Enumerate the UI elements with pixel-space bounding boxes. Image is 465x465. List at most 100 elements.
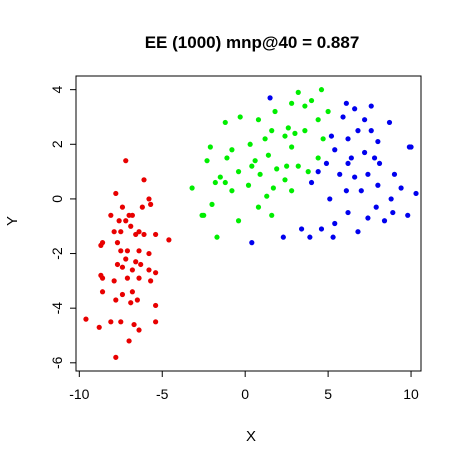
scatter-point-series-1 bbox=[138, 261, 144, 268]
scatter-point-series-2 bbox=[305, 169, 311, 175]
scatter-point-series-2 bbox=[247, 141, 253, 147]
scatter-point-series-1 bbox=[113, 354, 119, 360]
scatter-point-series-3 bbox=[332, 220, 338, 227]
scatter-point-series-1 bbox=[116, 218, 122, 224]
x-tick-label: -10 bbox=[69, 386, 89, 402]
scatter-point-series-3 bbox=[362, 117, 368, 123]
scatter-point-series-3 bbox=[348, 155, 354, 161]
y-axis-ticks: -6 -4 -2 0 2 4 bbox=[49, 86, 76, 369]
scatter-point-series-1 bbox=[118, 319, 124, 325]
scatter-point-series-1 bbox=[153, 302, 159, 309]
scatter-point-series-2 bbox=[284, 163, 290, 169]
scatter-point-series-1 bbox=[128, 300, 134, 306]
scatter-point-series-1 bbox=[133, 231, 139, 238]
x-axis-label: X bbox=[246, 428, 256, 445]
scatter-point-series-3 bbox=[413, 190, 419, 197]
x-tick-label: 0 bbox=[241, 386, 249, 402]
scatter-point-series-1 bbox=[96, 324, 102, 330]
scatter-point-series-1 bbox=[83, 316, 89, 322]
scatter-point-series-2 bbox=[222, 179, 228, 186]
y-tick-label: -4 bbox=[49, 302, 65, 315]
scatter-point-series-3 bbox=[406, 144, 412, 150]
scatter-point-series-2 bbox=[214, 234, 220, 240]
scatter-point-series-2 bbox=[229, 188, 235, 194]
scatter-point-series-1 bbox=[123, 158, 129, 164]
scatter-point-series-1 bbox=[146, 267, 152, 273]
scatter-point-series-2 bbox=[252, 158, 258, 164]
scatter-point-series-1 bbox=[139, 204, 145, 210]
scatter-point-series-2 bbox=[285, 125, 291, 131]
scatter-point-series-3 bbox=[330, 234, 336, 240]
scatter-point-series-1 bbox=[136, 327, 142, 333]
scatter-point-series-3 bbox=[390, 209, 396, 216]
scatter-point-series-1 bbox=[148, 278, 154, 284]
scatter-point-series-2 bbox=[224, 155, 230, 161]
scatter-point-series-3 bbox=[362, 149, 368, 156]
scatter-point-series-1 bbox=[111, 278, 117, 284]
scatter-point-series-1 bbox=[114, 261, 121, 268]
data-points bbox=[83, 87, 419, 360]
chart-title: EE (1000) mnp@40 = 0.887 bbox=[145, 33, 360, 52]
scatter-point-series-2 bbox=[295, 89, 301, 95]
scatter-point-series-1 bbox=[123, 218, 129, 224]
scatter-point-series-3 bbox=[373, 204, 379, 210]
x-tick-label: -5 bbox=[156, 386, 169, 402]
scatter-point-series-3 bbox=[388, 196, 394, 202]
scatter-point-series-1 bbox=[129, 289, 135, 295]
scatter-point-series-1 bbox=[119, 264, 126, 270]
scatter-point-series-1 bbox=[123, 256, 129, 262]
scatter-point-series-1 bbox=[141, 231, 147, 238]
scatter-point-series-2 bbox=[282, 177, 288, 183]
scatter-point-series-1 bbox=[134, 297, 140, 303]
scatter-point-series-3 bbox=[355, 128, 361, 134]
scatter-point-series-3 bbox=[371, 155, 378, 161]
scatter-point-series-1 bbox=[118, 248, 124, 254]
scatter-point-series-1 bbox=[141, 177, 147, 183]
scatter-point-series-1 bbox=[146, 196, 152, 202]
scatter-point-series-1 bbox=[119, 204, 126, 210]
scatter-point-series-3 bbox=[327, 196, 333, 202]
scatter-point-series-2 bbox=[320, 136, 326, 142]
x-axis-ticks: -10 -5 0 5 10 bbox=[69, 371, 419, 402]
scatter-point-series-1 bbox=[131, 321, 137, 328]
scatter-point-series-1 bbox=[148, 201, 154, 207]
scatter-point-series-1 bbox=[136, 275, 142, 281]
scatter-point-series-2 bbox=[274, 166, 280, 172]
scatter-point-series-1 bbox=[128, 223, 134, 229]
scatter-point-series-2 bbox=[315, 155, 321, 161]
scatter-point-series-2 bbox=[207, 144, 213, 150]
scatter-point-series-1 bbox=[129, 212, 135, 218]
y-tick-label: 2 bbox=[49, 140, 65, 148]
scatter-point-series-3 bbox=[308, 179, 315, 186]
scatter-point-series-1 bbox=[98, 242, 104, 248]
scatter-point-series-2 bbox=[272, 108, 278, 115]
y-tick-label: 4 bbox=[49, 86, 65, 94]
scatter-point-series-2 bbox=[269, 212, 275, 218]
x-tick-label: 10 bbox=[403, 386, 419, 402]
scatter-point-series-3 bbox=[376, 160, 383, 167]
scatter-point-series-3 bbox=[337, 171, 343, 177]
scatter-point-series-3 bbox=[280, 234, 286, 240]
scatter-point-series-2 bbox=[237, 114, 243, 120]
scatter-point-series-3 bbox=[249, 240, 255, 246]
scatter-point-series-1 bbox=[114, 240, 121, 246]
scatter-point-series-2 bbox=[325, 108, 331, 115]
scatter-point-series-2 bbox=[292, 130, 298, 136]
scatter-point-series-1 bbox=[136, 248, 142, 254]
scatter-point-series-1 bbox=[108, 212, 114, 218]
scatter-point-series-3 bbox=[343, 100, 349, 106]
scatter-point-series-2 bbox=[308, 97, 315, 104]
scatter-point-series-3 bbox=[386, 119, 393, 126]
scatter-point-series-3 bbox=[355, 229, 361, 235]
scatter-point-series-3 bbox=[368, 128, 374, 134]
scatter-point-series-2 bbox=[265, 152, 272, 158]
scatter-point-series-3 bbox=[405, 212, 411, 218]
scatter-point-series-1 bbox=[124, 248, 131, 254]
scatter-point-series-2 bbox=[189, 185, 195, 191]
scatter-point-series-3 bbox=[391, 171, 398, 177]
y-tick-label: -6 bbox=[49, 356, 65, 369]
scatter-point-series-3 bbox=[375, 138, 381, 145]
scatter-point-series-1 bbox=[126, 338, 132, 344]
scatter-point-series-3 bbox=[398, 185, 404, 191]
